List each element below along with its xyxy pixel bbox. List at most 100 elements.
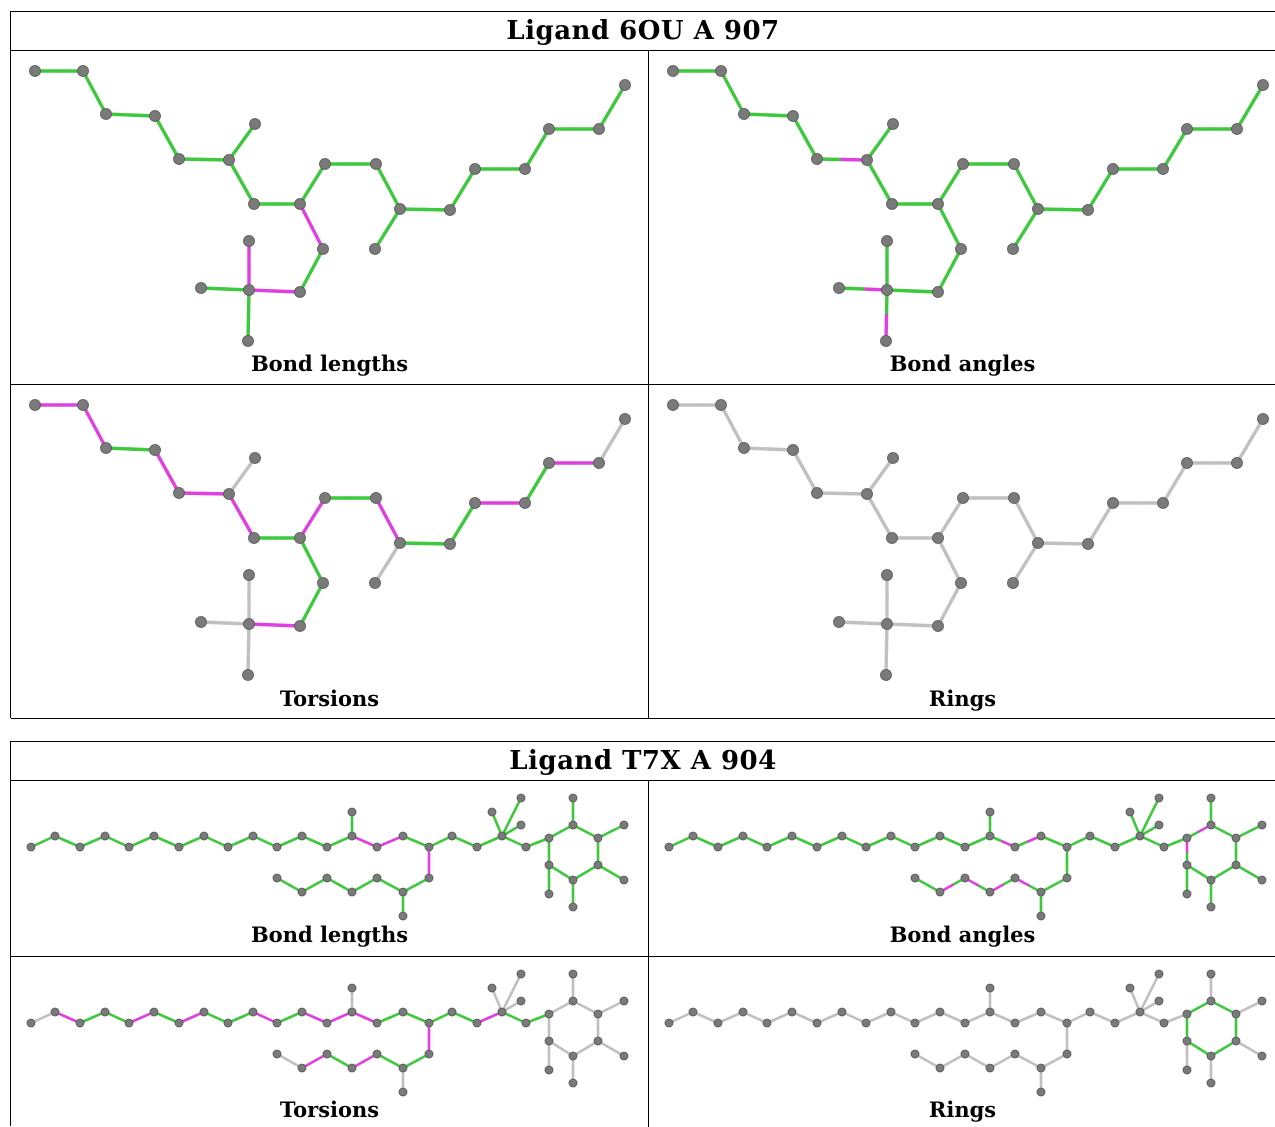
atom — [910, 1049, 920, 1059]
atom — [1231, 123, 1243, 135]
atom — [347, 983, 357, 993]
panel-bond-lengths: Bond lengths — [11, 781, 648, 956]
atom — [173, 153, 185, 165]
atom — [248, 532, 260, 544]
atom — [469, 497, 481, 509]
atom — [173, 487, 185, 499]
table-bottom-border — [11, 718, 1275, 719]
atom — [935, 887, 945, 897]
atom — [593, 860, 603, 870]
atom — [688, 1007, 698, 1017]
atom — [910, 873, 920, 883]
row-divider — [11, 956, 1275, 957]
atom — [75, 842, 85, 852]
panel-caption: Bond lengths — [250, 922, 409, 947]
atom — [568, 793, 578, 803]
atom — [100, 108, 112, 120]
atom — [568, 1051, 578, 1061]
atom — [1231, 860, 1241, 870]
atom — [242, 669, 254, 681]
atom — [886, 198, 898, 210]
atom — [1107, 163, 1119, 175]
atom — [199, 1007, 209, 1017]
atom — [1182, 1036, 1192, 1046]
atom — [248, 198, 260, 210]
atom — [1154, 969, 1164, 979]
atom — [1206, 969, 1216, 979]
atom — [1107, 497, 1119, 509]
atom — [297, 887, 307, 897]
atom — [738, 108, 750, 120]
atom — [294, 286, 306, 298]
atom — [568, 902, 578, 912]
atom — [347, 831, 357, 841]
atom — [487, 983, 497, 993]
atom — [985, 831, 995, 841]
atom — [544, 1009, 554, 1019]
atom — [960, 873, 970, 883]
atom — [787, 1007, 797, 1017]
atom — [1062, 842, 1072, 852]
atom — [1182, 889, 1192, 899]
column-divider — [648, 51, 649, 719]
panel-bond-angles: Bond angles — [649, 51, 1275, 384]
atom — [1182, 860, 1192, 870]
panel-caption: Bond lengths — [250, 351, 409, 376]
atom — [544, 889, 554, 899]
panel-caption: Torsions — [279, 1097, 380, 1122]
atom — [1159, 1018, 1169, 1028]
atom — [932, 620, 944, 632]
atom — [248, 1007, 258, 1017]
panel-bond-lengths: Bond lengths — [11, 51, 648, 384]
atom — [319, 158, 331, 170]
atom — [223, 1018, 233, 1028]
atom — [1032, 537, 1044, 549]
ligand-title: Ligand T7X A 904 — [11, 742, 1275, 781]
panel-caption: Rings — [928, 686, 997, 711]
atom — [50, 1007, 60, 1017]
atom — [394, 537, 406, 549]
atom — [1007, 577, 1019, 589]
atom — [472, 842, 482, 852]
atom — [667, 399, 679, 411]
atom — [521, 1018, 531, 1028]
atom — [664, 842, 674, 852]
row-divider — [11, 384, 1275, 385]
atom — [394, 203, 406, 215]
atom — [29, 65, 41, 77]
atom — [1085, 1007, 1095, 1017]
atom — [960, 1018, 970, 1028]
atom — [985, 1007, 995, 1017]
atom — [910, 1018, 920, 1028]
atom — [880, 335, 892, 347]
column-divider — [648, 781, 649, 1127]
atom — [243, 284, 255, 296]
panel-rings: Rings — [649, 957, 1275, 1127]
atom — [100, 1007, 110, 1017]
atom — [75, 1018, 85, 1028]
atom — [1182, 833, 1192, 843]
atom — [223, 842, 233, 852]
atom — [1206, 875, 1216, 885]
atom — [935, 1063, 945, 1073]
atom — [715, 65, 727, 77]
atom — [833, 282, 845, 294]
atom — [593, 833, 603, 843]
atom — [957, 492, 969, 504]
atom — [544, 1065, 554, 1075]
molecule-diagram — [664, 969, 1267, 1097]
atom — [837, 831, 847, 841]
atom — [985, 807, 995, 817]
atom — [1231, 457, 1243, 469]
atom — [369, 243, 381, 255]
atom — [77, 65, 89, 77]
atom — [1257, 1051, 1267, 1061]
atom — [519, 497, 531, 509]
atom — [372, 842, 382, 852]
molecule-diagram — [26, 793, 629, 921]
atom — [1036, 887, 1046, 897]
atom — [762, 842, 772, 852]
atom — [543, 457, 555, 469]
atom — [1008, 158, 1020, 170]
atom — [1110, 1018, 1120, 1028]
